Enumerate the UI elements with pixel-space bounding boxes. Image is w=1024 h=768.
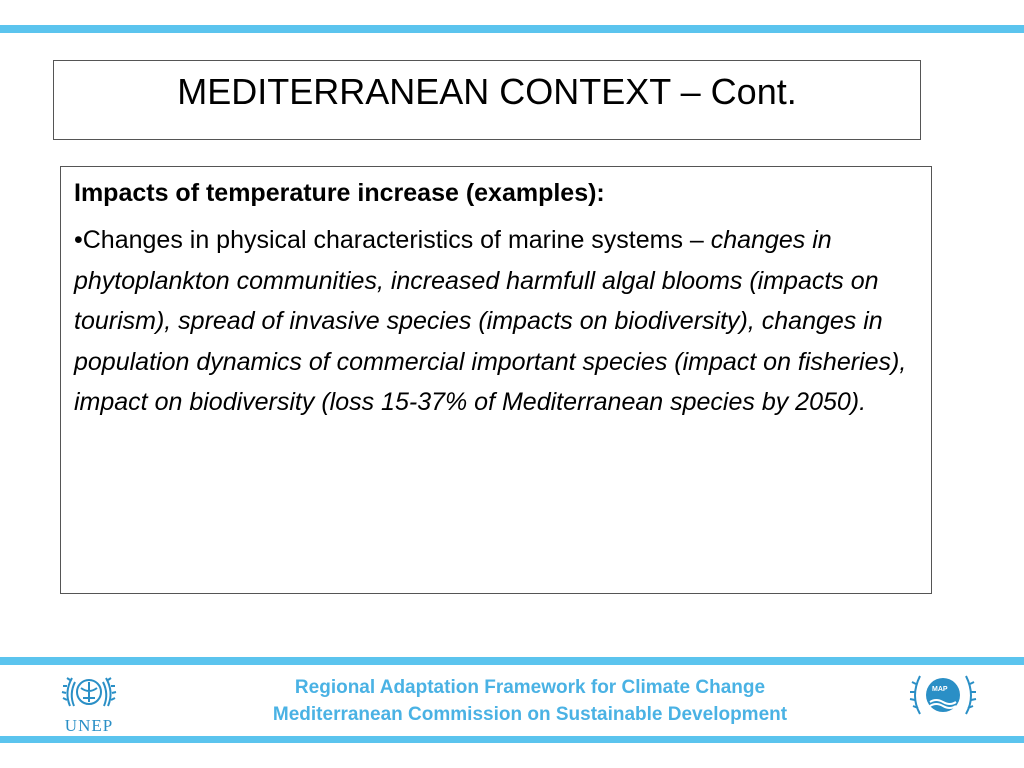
bullet-intro: •Changes in physical characteristics of … xyxy=(74,226,711,254)
footer-line-2: Mediterranean Commission on Sustainable … xyxy=(272,704,788,725)
bullet-item: •Changes in physical characteristics of … xyxy=(74,220,919,423)
slide-title: MEDITERRANEAN CONTEXT – Cont. xyxy=(177,71,797,112)
footer-bottom-bar xyxy=(0,736,1024,743)
footer-text: Regional Adaptation Framework for Climat… xyxy=(150,674,910,728)
map-logo-text: MAP xyxy=(932,686,948,693)
footer-line-1: Regional Adaptation Framework for Climat… xyxy=(294,677,766,698)
map-logo-icon: MAP xyxy=(906,668,980,724)
content-heading: Impacts of temperature increase (example… xyxy=(74,179,605,207)
unep-logo-text: UNEP xyxy=(64,716,114,735)
top-accent-bar xyxy=(0,25,1024,33)
bullet-details: changes in phytoplankton communities, in… xyxy=(74,226,907,416)
unep-logo-icon: UNEP xyxy=(56,668,122,736)
content-box: Impacts of temperature increase (example… xyxy=(60,166,932,594)
title-box: MEDITERRANEAN CONTEXT – Cont. xyxy=(53,60,921,140)
footer-top-bar xyxy=(0,657,1024,665)
